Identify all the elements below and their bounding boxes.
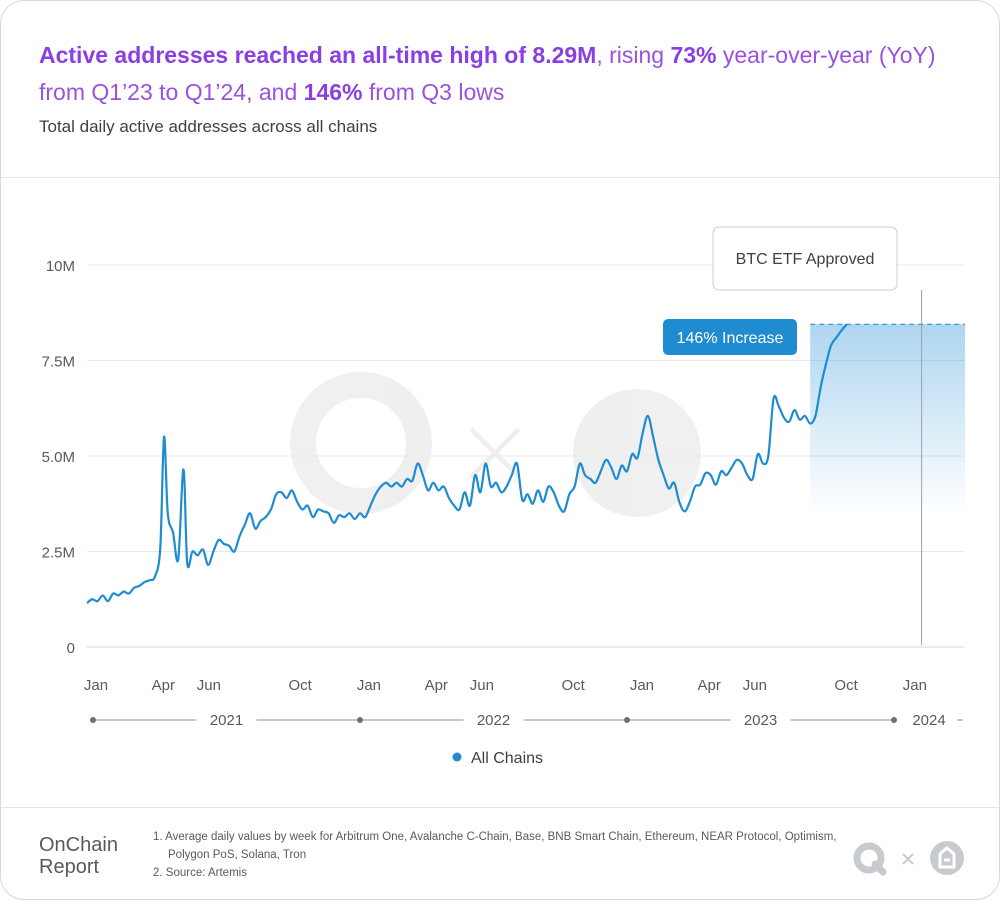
legend-label-all-chains: All Chains — [471, 750, 543, 767]
y-tick-label: 7.5M — [42, 354, 75, 371]
headline-part-2: , rising — [596, 42, 671, 68]
legend-swatch-all-chains — [452, 752, 462, 762]
headline: Active addresses reached an all-time hig… — [39, 37, 969, 111]
headline-part-6: from Q3 lows — [362, 79, 505, 105]
etf-callout-box — [712, 226, 898, 291]
headline-part-5: 146% — [303, 79, 363, 105]
line-chart: 10M 7.5M 5.0M 2.5M 0 Jan Apr Jun Oct Jan Apr Jun Oc… — [42, 226, 965, 767]
x-tick-label: Jan — [357, 677, 381, 694]
x-axis: Jan Apr Jun Oct Jan Apr Jun Oct Jan Apr Jun Oct Jan — [84, 677, 927, 694]
x-tick-label: Jan — [630, 677, 654, 694]
increase-badge: 146% Increase — [663, 319, 797, 355]
y-axis: 10M 7.5M 5.0M 2.5M 0 — [42, 258, 75, 657]
artemis-logo-icon — [930, 841, 964, 875]
year-axis-dot — [891, 717, 897, 723]
year-label: 2024 — [912, 712, 945, 729]
year-label: 2022 — [477, 712, 510, 729]
year-axis: 2021 2022 2023 2024 — [90, 712, 963, 729]
year-label: 2023 — [744, 712, 777, 729]
x-tick-label: Jun — [743, 677, 767, 694]
subtitle: Total daily active addresses across all … — [39, 117, 378, 136]
increase-badge-box — [663, 319, 797, 355]
headline-part-4: year-over-year (YoY) from Q1’23 to Q1’24… — [39, 42, 936, 105]
footnote-2: 2. Source: Artemis — [153, 867, 247, 879]
quicknode-logo-icon — [853, 842, 887, 876]
etf-callout: BTC ETF Approved — [712, 226, 898, 291]
x-tick-label: Apr — [425, 677, 448, 694]
footer: OnChain Report 1. Average daily values b… — [1, 807, 999, 899]
year-axis-dot — [90, 717, 96, 723]
x-tick-label: Oct — [834, 677, 858, 694]
x-tick-label: Oct — [561, 677, 585, 694]
chart-area: 10M 7.5M 5.0M 2.5M 0 Jan Apr Jun Oct Jan Apr Jun Oc… — [1, 177, 999, 807]
etf-callout-label: BTC ETF Approved — [736, 251, 875, 268]
watermark — [290, 372, 701, 517]
headline-part-3: 73% — [670, 42, 717, 68]
year-axis-dot — [624, 717, 630, 723]
x-tick-label: Oct — [288, 677, 312, 694]
x-tick-label: Jun — [470, 677, 494, 694]
watermark-q-icon — [290, 372, 432, 514]
increase-shaded-area — [810, 324, 965, 516]
year-axis-dot — [357, 717, 363, 723]
y-tick-label: 0 — [67, 640, 75, 657]
x-tick-label: Apr — [698, 677, 721, 694]
headline-part-1: Active addresses reached an all-time hig… — [39, 42, 597, 68]
footnote-1: 1. Average daily values by week for Arbi… — [153, 831, 837, 861]
series-line-all-chains — [86, 323, 848, 604]
footnotes: 1. Average daily values by week for Arbi… — [153, 828, 843, 882]
x-tick-label: Apr — [152, 677, 175, 694]
x-tick-label: Jan — [903, 677, 927, 694]
watermark-cross-icon — [469, 427, 521, 479]
legend: All Chains — [452, 750, 543, 767]
year-label: 2021 — [210, 712, 243, 729]
cross-icon — [902, 853, 914, 865]
y-tick-label: 2.5M — [42, 545, 75, 562]
chart-header: Active addresses reached an all-time hig… — [1, 1, 999, 178]
y-tick-label: 5.0M — [42, 449, 75, 466]
increase-badge-label: 146% Increase — [677, 330, 784, 347]
y-tick-label: 10M — [46, 258, 75, 275]
partner-logos — [853, 841, 964, 876]
x-tick-label: Jun — [197, 677, 221, 694]
watermark-a-icon — [573, 389, 701, 517]
x-tick-label: Jan — [84, 677, 108, 694]
brand-wordmark: OnChain Report — [39, 834, 118, 878]
